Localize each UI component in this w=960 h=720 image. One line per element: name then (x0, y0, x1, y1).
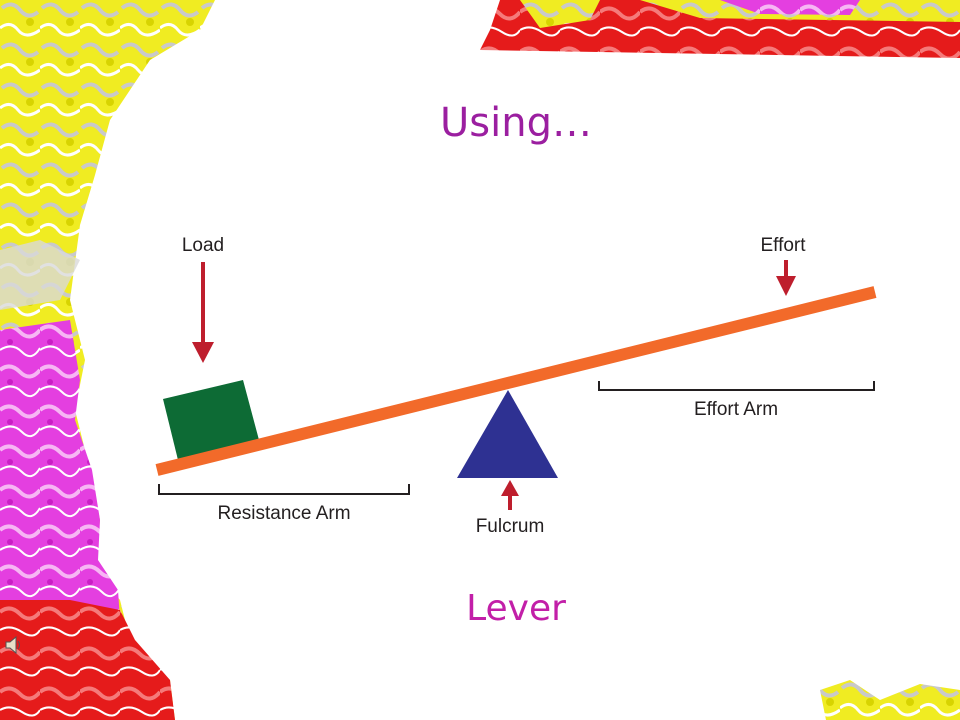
effort-arm-bracket (598, 381, 875, 391)
slide-caption-text: Lever (466, 588, 566, 629)
speaker-icon[interactable] (4, 634, 22, 656)
slide-title: Using… (0, 100, 960, 146)
effort-arm-label: Effort Arm (694, 399, 778, 420)
slide-title-text: Using… (440, 100, 592, 146)
effort-arrow (776, 260, 796, 296)
load-box (163, 380, 259, 460)
fulcrum-label: Fulcrum (476, 516, 545, 537)
lever-beam (155, 286, 877, 476)
resistance-arm-label: Resistance Arm (217, 503, 350, 524)
fulcrum-arrow (501, 480, 519, 510)
fulcrum-triangle (457, 390, 558, 478)
load-label: Load (182, 235, 224, 256)
load-arrow (192, 262, 214, 363)
resistance-arm-bracket (158, 484, 410, 495)
effort-label: Effort (760, 235, 806, 256)
slide-caption: Lever (0, 588, 960, 629)
